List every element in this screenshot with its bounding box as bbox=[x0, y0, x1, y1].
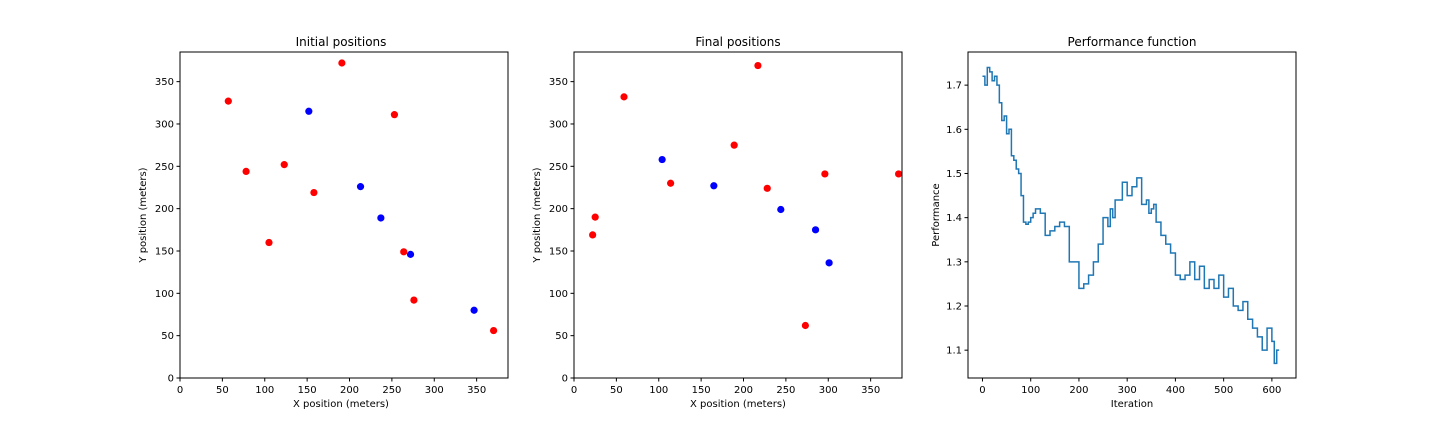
blue-point bbox=[811, 226, 820, 234]
x-tick-label: 400 bbox=[1166, 385, 1185, 396]
y-tick-label: 50 bbox=[555, 331, 568, 342]
initial-positions-plot: Initial positions X position (meters) Y … bbox=[138, 35, 509, 410]
blue-point bbox=[470, 306, 478, 314]
plot-title: Final positions bbox=[695, 35, 780, 49]
x-tick-label: 0 bbox=[177, 385, 183, 396]
x-tick-label: 350 bbox=[861, 385, 880, 396]
y-tick-label: 150 bbox=[549, 246, 568, 257]
y-tick-label: 100 bbox=[549, 289, 568, 300]
red-point bbox=[730, 141, 738, 149]
x-tick-label: 100 bbox=[649, 385, 668, 396]
red-point bbox=[310, 188, 318, 197]
blue-point bbox=[305, 107, 313, 115]
y-tick-label: 350 bbox=[549, 77, 568, 88]
y-tick-label: 300 bbox=[155, 119, 174, 130]
red-point bbox=[338, 59, 346, 67]
red-point bbox=[280, 161, 288, 169]
x-tick-label: 50 bbox=[216, 385, 229, 396]
y-tick-label: 250 bbox=[155, 162, 174, 173]
y-tick-label: 1.1 bbox=[946, 346, 962, 357]
y-axis-label: Performance bbox=[931, 183, 942, 246]
red-point bbox=[620, 93, 628, 101]
plot-title: Initial positions bbox=[296, 35, 387, 49]
axis-ticks: 0 50 100 150 200 250 300 350 0 50 100 150 200 250 300 3… bbox=[549, 77, 880, 396]
y-tick-label: 0 bbox=[168, 374, 174, 385]
x-axis-label: X position (meters) bbox=[690, 399, 786, 410]
y-tick-label: 300 bbox=[549, 119, 568, 130]
y-tick-label: 200 bbox=[155, 204, 174, 215]
y-tick-label: 1.4 bbox=[946, 213, 962, 224]
red-point bbox=[390, 111, 399, 119]
blue-point bbox=[406, 250, 415, 258]
red-point bbox=[754, 61, 762, 70]
x-tick-label: 300 bbox=[425, 385, 444, 396]
red-point bbox=[242, 167, 250, 175]
x-tick-label: 0 bbox=[571, 385, 577, 396]
y-tick-label: 1.3 bbox=[946, 257, 962, 268]
axes-frame bbox=[179, 51, 509, 379]
x-tick-label: 100 bbox=[255, 385, 274, 396]
x-tick-label: 200 bbox=[1069, 385, 1088, 396]
axis-ticks: 0 100 200 300 400 500 600 1.1 1.2 1.3 1.4 1.5 1.6 1.7 bbox=[946, 81, 1281, 396]
x-tick-label: 150 bbox=[298, 385, 317, 396]
blue-point bbox=[825, 259, 833, 267]
axes-frame bbox=[573, 51, 903, 379]
y-tick-label: 150 bbox=[155, 246, 174, 257]
red-point bbox=[763, 184, 771, 192]
x-tick-label: 200 bbox=[734, 385, 753, 396]
red-point bbox=[489, 326, 498, 335]
y-tick-label: 0 bbox=[562, 374, 568, 385]
x-tick-label: 200 bbox=[340, 385, 359, 396]
blue-point bbox=[658, 155, 666, 164]
x-tick-label: 0 bbox=[979, 385, 985, 396]
y-tick-label: 1.6 bbox=[946, 125, 962, 136]
red-point bbox=[410, 296, 418, 304]
blue-point bbox=[710, 182, 718, 190]
x-tick-label: 350 bbox=[467, 385, 486, 396]
performance-line bbox=[982, 66, 1280, 365]
plot-title: Performance function bbox=[1068, 35, 1197, 49]
x-axis-label: Iteration bbox=[1111, 399, 1153, 410]
x-tick-label: 500 bbox=[1214, 385, 1233, 396]
y-axis-label: Y position (meters) bbox=[138, 167, 149, 263]
x-tick-label: 300 bbox=[819, 385, 838, 396]
y-tick-label: 1.5 bbox=[946, 169, 962, 180]
red-point bbox=[895, 170, 903, 178]
blue-point bbox=[777, 205, 785, 214]
y-tick-label: 200 bbox=[549, 204, 568, 215]
x-tick-label: 250 bbox=[382, 385, 401, 396]
y-tick-label: 250 bbox=[549, 162, 568, 173]
x-tick-label: 100 bbox=[1021, 385, 1040, 396]
y-tick-label: 1.7 bbox=[946, 81, 962, 92]
red-point bbox=[821, 170, 829, 178]
red-point bbox=[667, 179, 675, 187]
y-axis-label: Y position (meters) bbox=[532, 167, 543, 263]
axes-frame bbox=[967, 51, 1297, 379]
axis-ticks: 0 50 100 150 200 250 300 350 0 50 100 150 200 250 300 3… bbox=[155, 77, 486, 396]
x-tick-label: 50 bbox=[610, 385, 623, 396]
y-tick-label: 100 bbox=[155, 289, 174, 300]
x-tick-label: 600 bbox=[1262, 385, 1281, 396]
y-tick-label: 350 bbox=[155, 77, 174, 88]
data-points bbox=[589, 61, 903, 330]
data-line bbox=[982, 66, 1280, 365]
x-tick-label: 250 bbox=[776, 385, 795, 396]
red-point bbox=[589, 231, 597, 239]
red-point bbox=[265, 238, 273, 247]
performance-function-plot: Performance function Iteration Performan… bbox=[931, 35, 1297, 410]
final-positions-plot: Final positions X position (meters) Y po… bbox=[532, 35, 903, 410]
red-point bbox=[591, 213, 599, 221]
x-axis-label: X position (meters) bbox=[293, 399, 389, 410]
blue-point bbox=[377, 214, 385, 222]
y-tick-label: 50 bbox=[161, 331, 174, 342]
red-point bbox=[400, 248, 408, 256]
red-point bbox=[224, 97, 232, 105]
blue-point bbox=[356, 183, 365, 191]
y-tick-label: 1.2 bbox=[946, 301, 962, 312]
data-points bbox=[224, 59, 498, 335]
x-tick-label: 150 bbox=[692, 385, 711, 396]
x-tick-label: 300 bbox=[1118, 385, 1137, 396]
red-point bbox=[801, 321, 809, 330]
